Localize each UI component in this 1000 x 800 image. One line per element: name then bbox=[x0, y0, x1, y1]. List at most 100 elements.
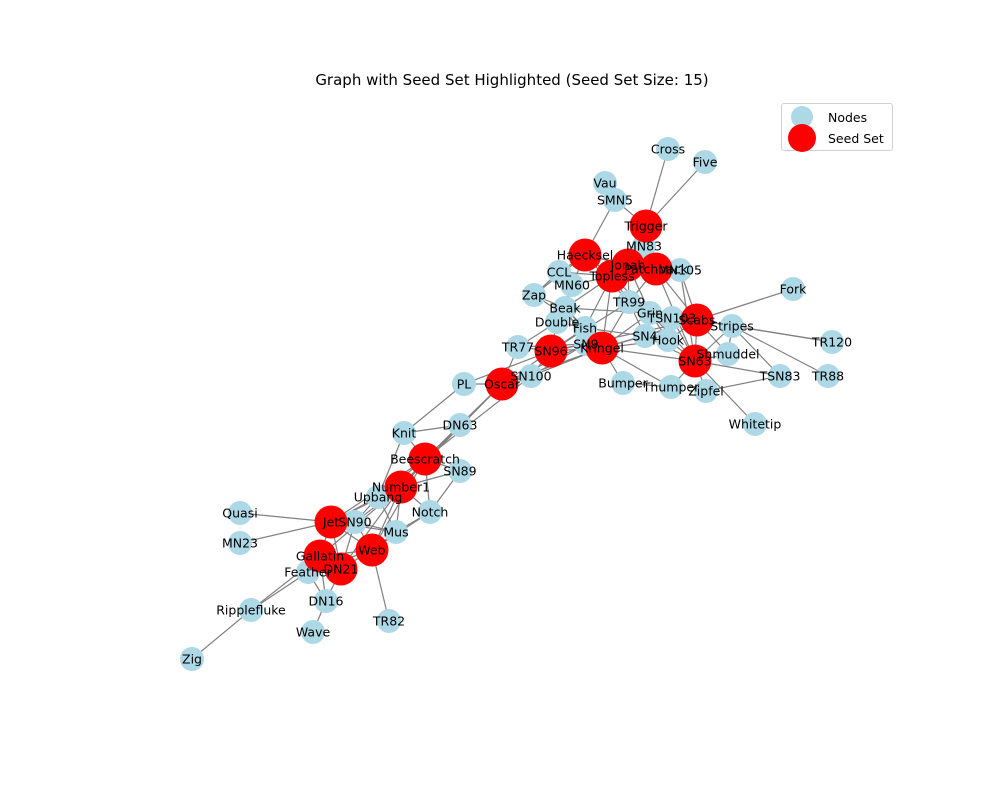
node-label-quasi: Quasi bbox=[222, 506, 257, 521]
node-tsn103 bbox=[660, 306, 684, 330]
node-label-zig: Zig bbox=[182, 652, 202, 667]
edge-fork-scabs bbox=[696, 288, 794, 321]
node-sn89 bbox=[448, 459, 472, 483]
seed-node-number1 bbox=[384, 470, 418, 504]
node-label-oscar: Oscar bbox=[484, 377, 521, 392]
chart-title: Graph with Seed Set Highlighted (Seed Se… bbox=[315, 71, 709, 89]
node-ripplefluke bbox=[239, 598, 263, 622]
seed-node-scabs bbox=[680, 303, 714, 337]
seed-node-patchback bbox=[639, 252, 673, 286]
seed-node-jet bbox=[314, 505, 348, 539]
node-knit bbox=[392, 421, 416, 445]
node-smn5 bbox=[603, 188, 627, 212]
node-label-smn5: SMN5 bbox=[597, 193, 633, 208]
seed-node-sn63 bbox=[678, 344, 712, 378]
node-label-grin: Grin bbox=[637, 306, 663, 321]
node-label-patchback: Patchback bbox=[624, 262, 689, 277]
node-label-zap: Zap bbox=[522, 288, 546, 303]
node-tsn83 bbox=[768, 364, 792, 388]
node-label-beak: Beak bbox=[549, 301, 581, 316]
node-label-sn100: SN100 bbox=[510, 369, 551, 384]
node-label-mn60: MN60 bbox=[554, 278, 590, 293]
node-label-kringel: Kringel bbox=[580, 341, 624, 356]
node-label-web: Web bbox=[358, 543, 385, 558]
node-label-five: Five bbox=[693, 155, 718, 170]
legend-label-seed: Seed Set bbox=[828, 130, 884, 146]
edge-pl-knit bbox=[403, 383, 465, 434]
node-notch bbox=[418, 500, 442, 524]
seed-node-dn21 bbox=[324, 552, 358, 586]
node-label-feather: Feather bbox=[284, 565, 332, 580]
edge-ripplefluke-zig bbox=[191, 609, 252, 660]
node-label-mn83: MN83 bbox=[626, 239, 662, 254]
edge-tsn83-zipfel bbox=[705, 375, 781, 392]
edge-stripes-tr120 bbox=[731, 325, 833, 343]
node-sn4 bbox=[633, 324, 657, 348]
node-label-stripes: Stripes bbox=[710, 319, 754, 334]
node-upbang bbox=[366, 485, 390, 509]
node-zap bbox=[522, 283, 546, 307]
node-label-sn9: SN9 bbox=[573, 337, 598, 352]
node-hook bbox=[656, 328, 680, 352]
node-label-topless: Topless bbox=[588, 269, 634, 284]
node-five bbox=[693, 150, 717, 174]
node-pl bbox=[452, 372, 476, 396]
node-label-tr88: TR88 bbox=[811, 369, 844, 384]
node-label-cross: Cross bbox=[651, 142, 685, 157]
seed-node-trigger bbox=[629, 209, 663, 243]
node-label-gallatin: Gallatin bbox=[296, 549, 344, 564]
node-label-fish: Fish bbox=[573, 321, 597, 336]
node-label-sn96: SN96 bbox=[534, 344, 567, 359]
legend-marker-nodes bbox=[791, 106, 813, 128]
node-sn100 bbox=[519, 364, 543, 388]
node-sn90 bbox=[343, 510, 367, 534]
node-fork bbox=[781, 277, 805, 301]
node-zipfel bbox=[694, 379, 718, 403]
node-label-sn90: SN90 bbox=[338, 515, 371, 530]
node-double bbox=[545, 310, 569, 334]
node-label-jonah: Jonah bbox=[610, 258, 646, 273]
edge-beak-grin bbox=[564, 307, 651, 314]
node-label-sn4: SN4 bbox=[632, 329, 657, 344]
node-label-notch: Notch bbox=[412, 505, 449, 520]
node-grin bbox=[638, 301, 662, 325]
edge-stripes-tr88 bbox=[731, 325, 829, 377]
node-label-dn63: DN63 bbox=[443, 418, 478, 433]
node-label-sn63: SN63 bbox=[678, 354, 711, 369]
node-label-zipfel: Zipfel bbox=[688, 384, 724, 399]
node-dn16 bbox=[314, 589, 338, 613]
node-shmuddel bbox=[716, 342, 740, 366]
legend: Nodes Seed Set bbox=[781, 103, 893, 152]
node-label-mn23: MN23 bbox=[222, 536, 258, 551]
node-thumper bbox=[659, 375, 683, 399]
node-wave bbox=[301, 620, 325, 644]
node-tr82 bbox=[377, 609, 401, 633]
node-label-hook: Hook bbox=[652, 333, 685, 348]
node-cross bbox=[656, 137, 680, 161]
seed-node-haecksel bbox=[568, 238, 602, 272]
node-bumper bbox=[611, 371, 635, 395]
seed-node-kringel bbox=[585, 331, 619, 365]
legend-marker-seed bbox=[788, 124, 816, 152]
legend-entry-seed: Seed Set bbox=[788, 124, 884, 152]
node-label-trigger: Trigger bbox=[623, 219, 668, 234]
node-whitetip bbox=[743, 412, 767, 436]
node-label-tr120: TR120 bbox=[811, 335, 852, 350]
node-dn63 bbox=[448, 413, 472, 437]
seed-node-web bbox=[355, 533, 389, 567]
node-label-sn89: SN89 bbox=[443, 464, 476, 479]
node-label-whitetip: Whitetip bbox=[729, 417, 782, 432]
node-label-tsn83: TSN83 bbox=[759, 369, 801, 384]
node-label-fork: Fork bbox=[780, 282, 808, 297]
node-layer: Cross Five Vau SMN5 Trigger MN83 HaeckselJonah… bbox=[180, 137, 852, 671]
node-mn60 bbox=[560, 273, 584, 297]
node-mn105 bbox=[668, 258, 692, 282]
node-label-jet: Jet bbox=[322, 515, 339, 530]
node-zig bbox=[180, 647, 204, 671]
node-mn23 bbox=[228, 531, 252, 555]
node-label-dn16: DN16 bbox=[309, 594, 344, 609]
node-label-double: Double bbox=[535, 315, 580, 330]
node-label-bumper: Bumper bbox=[598, 376, 648, 391]
node-tr99 bbox=[617, 290, 641, 314]
